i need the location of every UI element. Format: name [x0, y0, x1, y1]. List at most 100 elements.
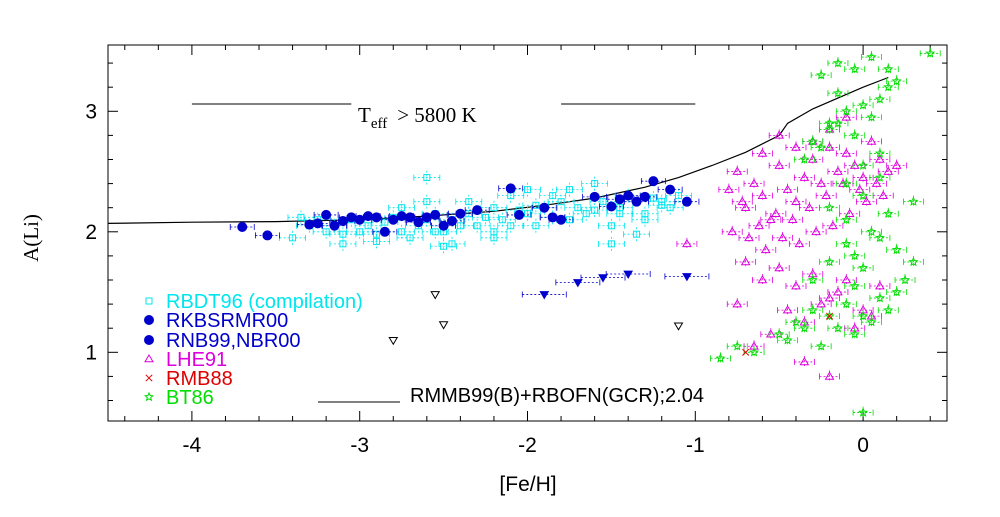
legend-label-rkbsrmr00: RKBSRMR00	[166, 310, 288, 332]
error-bar-cap	[819, 295, 840, 302]
marker-open-star	[883, 208, 894, 219]
error-bar-cap	[606, 210, 634, 217]
error-bar-cap	[640, 178, 666, 185]
marker-open-triangle	[774, 262, 785, 272]
legend-marker-rbdt96	[145, 297, 153, 305]
marker-open-star	[874, 93, 885, 104]
marker-open-square	[641, 216, 649, 224]
error-bar-cap	[480, 234, 508, 241]
error-bar-cap	[413, 198, 441, 205]
error-bar-cap	[810, 343, 832, 350]
marker-open-square	[490, 204, 498, 212]
error-bar-cap	[623, 231, 650, 238]
marker-open-star	[883, 81, 894, 92]
error-bar-cap	[313, 211, 339, 218]
marker-open-square	[607, 222, 615, 230]
marker-open-triangle	[757, 148, 768, 157]
marker-open-triangle-down	[388, 336, 399, 346]
marker-open-star	[824, 124, 835, 134]
error-bar-cap	[572, 210, 600, 217]
marker-open-square	[524, 186, 531, 194]
marker-open-triangle	[799, 172, 810, 181]
error-bar-cap	[844, 66, 866, 73]
marker-open-square	[498, 216, 506, 224]
marker-open-square	[448, 240, 456, 248]
marker-filled-circle	[665, 184, 676, 195]
error-bar-cap	[785, 319, 807, 326]
error-bar-cap	[785, 283, 807, 290]
marker-open-triangle	[838, 178, 848, 187]
marker-open-triangle	[841, 112, 852, 121]
error-bar-cap	[605, 270, 651, 277]
marker-open-square	[423, 198, 431, 206]
marker-filled-circle	[379, 226, 390, 237]
error-bar-cap	[530, 204, 558, 211]
error-bar-cap	[877, 307, 899, 314]
error-bar-cap	[869, 283, 891, 290]
marker-open-star	[849, 280, 860, 291]
model-curve	[107, 76, 889, 224]
legend-label-lhe91: LHE91	[166, 349, 227, 371]
teff-subscript: eff	[371, 116, 387, 132]
series-li-poor-dwarfs-filled-triangles-	[521, 270, 710, 300]
marker-open-star	[832, 117, 843, 128]
error-bar-cap	[765, 210, 787, 217]
marker-open-square	[440, 242, 448, 250]
marker-filled-circle	[363, 211, 374, 222]
marker-open-star	[824, 310, 835, 321]
error-bar-cap	[674, 198, 700, 205]
error-bar-cap	[886, 78, 908, 85]
error-bar-cap	[439, 217, 465, 224]
marker-open-star	[807, 136, 818, 146]
marker-open-star	[858, 407, 869, 417]
error-bar-cap	[852, 307, 874, 314]
teff-condition: > 5800 K	[397, 103, 477, 127]
error-bar-cap	[632, 193, 658, 200]
marker-open-star	[866, 111, 877, 122]
marker-open-triangle	[875, 154, 885, 163]
error-bar-cap	[877, 66, 899, 73]
marker-filled-circle	[631, 196, 642, 207]
marker-open-star	[858, 190, 869, 200]
marker-filled-circle	[388, 214, 399, 225]
marker-open-triangle	[833, 287, 843, 296]
error-bar-cap	[788, 240, 810, 247]
error-bar-cap	[793, 174, 815, 181]
marker-open-square	[398, 228, 406, 236]
error-bar-cap	[810, 144, 832, 151]
error-bar-cap	[835, 277, 857, 283]
error-bar-cap	[438, 240, 466, 247]
marker-open-triangle	[883, 166, 894, 175]
marker-open-star	[866, 316, 877, 327]
marker-open-triangle	[871, 178, 882, 187]
marker-open-triangle-down	[673, 322, 684, 331]
marker-filled-circle	[144, 315, 154, 325]
x-tick-label: 0	[857, 434, 869, 457]
y-tick-label: 2	[85, 221, 97, 244]
marker-filled-circle	[312, 218, 323, 229]
error-bar-cap	[802, 277, 824, 283]
error-bar-cap	[785, 144, 807, 151]
error-bar-cap	[777, 337, 798, 344]
series-rkbsrmr00	[229, 176, 700, 241]
error-bar-cap	[229, 223, 255, 230]
marker-open-star	[799, 322, 810, 333]
marker-filled-circle	[430, 209, 441, 220]
marker-open-square	[675, 192, 683, 200]
error-bar-cap	[861, 319, 882, 326]
marker-open-star	[841, 238, 852, 249]
error-bar-cap	[835, 180, 857, 187]
error-bar-cap	[802, 307, 824, 314]
marker-open-triangle	[787, 214, 798, 224]
error-bar-cap	[598, 222, 625, 229]
error-bar-cap	[869, 234, 891, 241]
marker-open-triangle	[740, 256, 751, 266]
legend-marker-bt86	[144, 391, 154, 402]
error-bar-cap	[866, 180, 887, 187]
marker-filled-circle	[455, 208, 466, 219]
error-bar-cap	[718, 186, 740, 193]
marker-open-square	[356, 228, 364, 236]
error-bar-cap	[738, 234, 760, 241]
marker-open-square	[473, 222, 481, 230]
error-bar-cap	[676, 240, 698, 247]
